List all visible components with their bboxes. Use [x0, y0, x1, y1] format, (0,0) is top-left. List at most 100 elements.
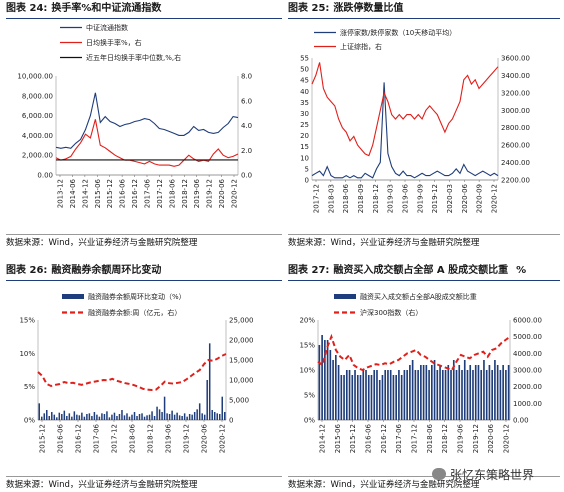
left-axis-tick-label: 5: [305, 165, 309, 173]
x-axis-tick-label: 2018-09: [357, 184, 365, 213]
x-axis-tick-label: 2019-03: [387, 184, 395, 213]
bar-mark: [387, 370, 389, 420]
x-axis-tick-label: 2018-12: [441, 424, 449, 453]
bar-mark: [68, 413, 71, 420]
bar-mark: [58, 412, 61, 420]
legend-label: 融资买入成交额占全部A股成交额比重: [360, 292, 477, 301]
bar-mark: [485, 370, 488, 420]
x-axis-tick-label: 2019-12: [183, 424, 191, 453]
right-axis-tick-label: 10,000: [229, 377, 254, 385]
bar-mark: [131, 414, 133, 420]
bar-mark: [178, 415, 181, 420]
source-divider: [6, 476, 282, 477]
bar-mark: [88, 413, 91, 420]
x-axis-tick-label: 2018-06: [342, 183, 350, 213]
left-axis-tick-label: 20: [300, 132, 309, 140]
x-axis-tick-label: 2018-03: [327, 184, 335, 213]
title-divider: [6, 18, 282, 19]
bar-mark: [439, 365, 441, 420]
bar-mark: [324, 340, 326, 420]
bar-mark: [171, 410, 173, 420]
chart-title: 图表 25: 涨跌停数量比值: [288, 3, 404, 14]
bar-mark: [378, 380, 381, 420]
x-axis-tick-label: 2015-12: [39, 424, 47, 453]
x-axis-tick-label: 2020-06: [218, 178, 226, 208]
x-axis-tick-label: 2014-12: [81, 179, 89, 208]
bar-mark: [461, 370, 463, 420]
bar-mark: [373, 370, 376, 420]
bar-mark: [447, 365, 450, 420]
x-axis-tick-label: 2019-06: [193, 178, 201, 208]
bar-mark: [431, 365, 433, 420]
x-axis-tick-label: 2019-12: [431, 184, 439, 213]
bar-mark: [398, 370, 400, 420]
bar-mark: [93, 412, 96, 420]
bar-mark: [335, 355, 337, 420]
left-axis-tick-label: 0: [305, 177, 309, 185]
left-axis-tick-label: 5%: [304, 392, 315, 400]
chart-panel-25: 图表 25: 涨跌停数量比值 0 5 10 15 20 25 30 35 40 45 50 55 2200…: [288, 0, 560, 248]
bar-mark: [41, 416, 43, 420]
bar-mark: [422, 365, 425, 420]
x-axis-tick-label: 2020-06: [487, 423, 495, 453]
bar-mark: [345, 370, 348, 420]
bar-mark: [113, 412, 116, 420]
bar-mark: [181, 416, 183, 420]
series-line: [37, 353, 227, 392]
x-axis-tick-label: 2020-12: [231, 179, 239, 208]
legend-swatch: [334, 294, 356, 299]
bar-mark: [395, 375, 397, 420]
left-axis-tick-label: 6,000.00: [22, 112, 53, 120]
bar-mark: [63, 410, 66, 420]
bar-mark: [191, 414, 193, 420]
right-axis-tick-label: 0: [229, 417, 233, 425]
right-axis-tick-label: 2000.00: [513, 383, 542, 391]
bar-mark: [469, 365, 472, 420]
bar-mark: [186, 416, 188, 420]
right-axis-tick-label: 3200.00: [501, 89, 530, 97]
legend-label: 日均换手率%，右: [86, 38, 142, 47]
left-axis-tick-label: 10: [300, 154, 309, 162]
bar-mark: [389, 370, 392, 420]
legend-label: 近五年日均换手率中位数,%,右: [86, 53, 181, 62]
x-axis-tick-label: 2018-06: [168, 178, 176, 208]
right-axis-tick-label: 5000.00: [513, 333, 542, 341]
left-axis-tick-label: 15%: [299, 342, 315, 350]
bar-mark: [326, 340, 329, 420]
left-axis-tick-label: 45: [300, 77, 309, 85]
wechat-icon: [432, 468, 446, 480]
bar-mark: [198, 403, 201, 420]
bar-mark: [183, 413, 186, 420]
x-axis-tick-label: 2018-12: [181, 179, 189, 208]
source-divider: [6, 234, 282, 235]
bar-mark: [146, 415, 148, 420]
chart-title: 图表 27: 融资买入成交额占全部 A 股成交额比重%: [288, 265, 527, 276]
bar-mark: [51, 412, 53, 420]
bar-mark: [392, 375, 395, 420]
bar-mark: [329, 350, 332, 420]
bar-mark: [403, 370, 406, 420]
bar-mark: [128, 416, 131, 420]
bar-mark: [196, 409, 198, 420]
bar-mark: [494, 360, 496, 420]
bar-mark: [218, 414, 221, 420]
bar-mark: [354, 370, 356, 420]
right-axis-tick-label: 3600.00: [501, 55, 530, 63]
bar-mark: [141, 413, 143, 420]
x-axis-tick-label: 2020-12: [219, 424, 227, 453]
bar-mark: [188, 414, 191, 420]
bar-mark: [499, 370, 502, 420]
bar-mark: [223, 412, 226, 420]
bar-mark: [488, 365, 491, 420]
bar-mark: [455, 370, 458, 420]
bar-mark: [381, 375, 384, 420]
series-line: [317, 333, 511, 372]
x-axis-tick-label: 2018-06: [129, 423, 137, 453]
bar-mark: [76, 414, 78, 420]
bar-mark: [133, 412, 136, 420]
left-axis-tick-label: 0%: [304, 417, 315, 425]
x-axis-tick-label: 2016-06: [119, 178, 127, 208]
bar-mark: [96, 414, 98, 420]
right-axis-tick-label: 25,000: [229, 317, 254, 325]
bar-mark: [496, 365, 499, 420]
